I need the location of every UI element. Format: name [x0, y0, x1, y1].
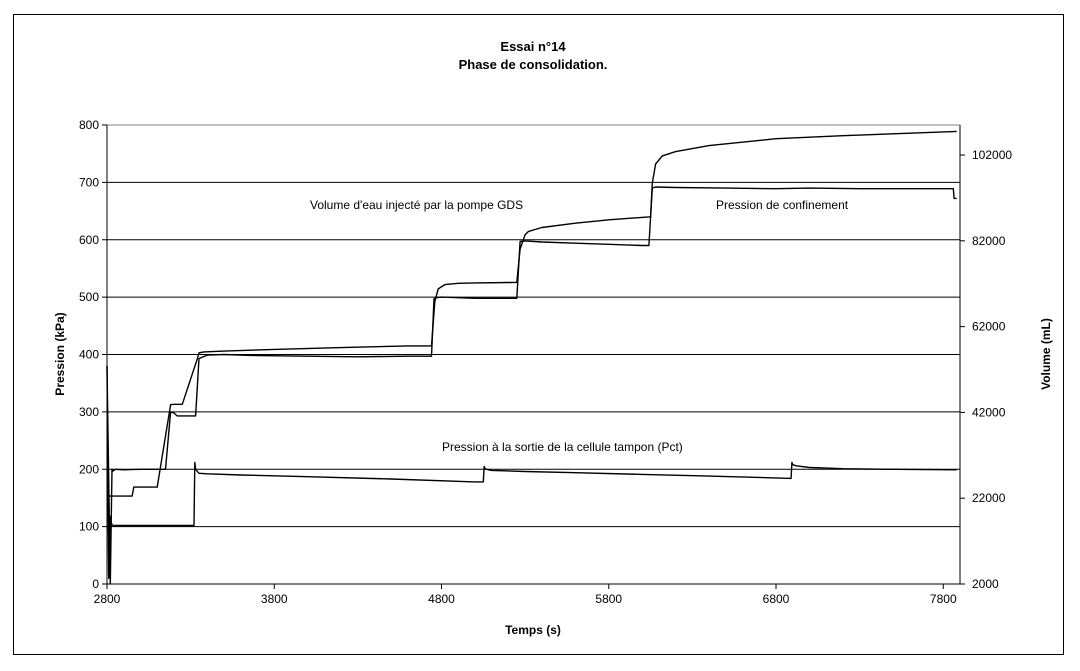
- series-line-pct: [106, 365, 957, 579]
- y-tick-label: 0: [92, 577, 99, 591]
- chart-subtitle: Phase de consolidation.: [459, 57, 608, 72]
- y2-tick-label: 2000: [972, 577, 999, 591]
- x-tick-label: 2800: [94, 592, 121, 606]
- ticks: 0 100 200 300 400 500 600 700 800 2000 22000 42000 6…: [79, 118, 1012, 606]
- y2-axis-title: Volume (mL): [1039, 318, 1053, 390]
- x-tick-label: 7800: [930, 592, 957, 606]
- y2-tick-label: 22000: [972, 491, 1006, 505]
- y-axis-title: Pression (kPa): [53, 312, 67, 395]
- y2-tick-label: 102000: [972, 148, 1012, 162]
- y-tick-label: 800: [79, 118, 99, 132]
- chart-title: Essai n°14: [500, 39, 566, 54]
- y-tick-label: 300: [79, 405, 99, 419]
- annotation-pct: Pression à la sortie de la cellule tampo…: [442, 440, 683, 454]
- y-tick-label: 200: [79, 462, 99, 476]
- x-axis-title: Temps (s): [505, 623, 561, 637]
- series-line-confinement: [106, 186, 957, 585]
- y2-tick-label: 42000: [972, 405, 1006, 419]
- x-tick-label: 4800: [428, 592, 455, 606]
- data-lines: [106, 130, 957, 585]
- y-tick-label: 100: [79, 520, 99, 534]
- y2-tick-label: 62000: [972, 320, 1006, 334]
- y-tick-label: 400: [79, 348, 99, 362]
- y-tick-label: 500: [79, 290, 99, 304]
- chart-frame: [13, 14, 1064, 655]
- grid-lines: [107, 181, 960, 528]
- x-tick-label: 3800: [261, 592, 288, 606]
- y-tick-label: 700: [79, 175, 99, 189]
- y2-tick-label: 82000: [972, 234, 1006, 248]
- x-tick-label: 6800: [763, 592, 790, 606]
- series-line-volume: [107, 130, 957, 497]
- annotation-confinement: Pression de confinement: [716, 198, 849, 212]
- x-tick-label: 5800: [595, 592, 622, 606]
- annotation-volume: Volume d'eau injecté par la pompe GDS: [310, 198, 523, 212]
- y-tick-label: 600: [79, 233, 99, 247]
